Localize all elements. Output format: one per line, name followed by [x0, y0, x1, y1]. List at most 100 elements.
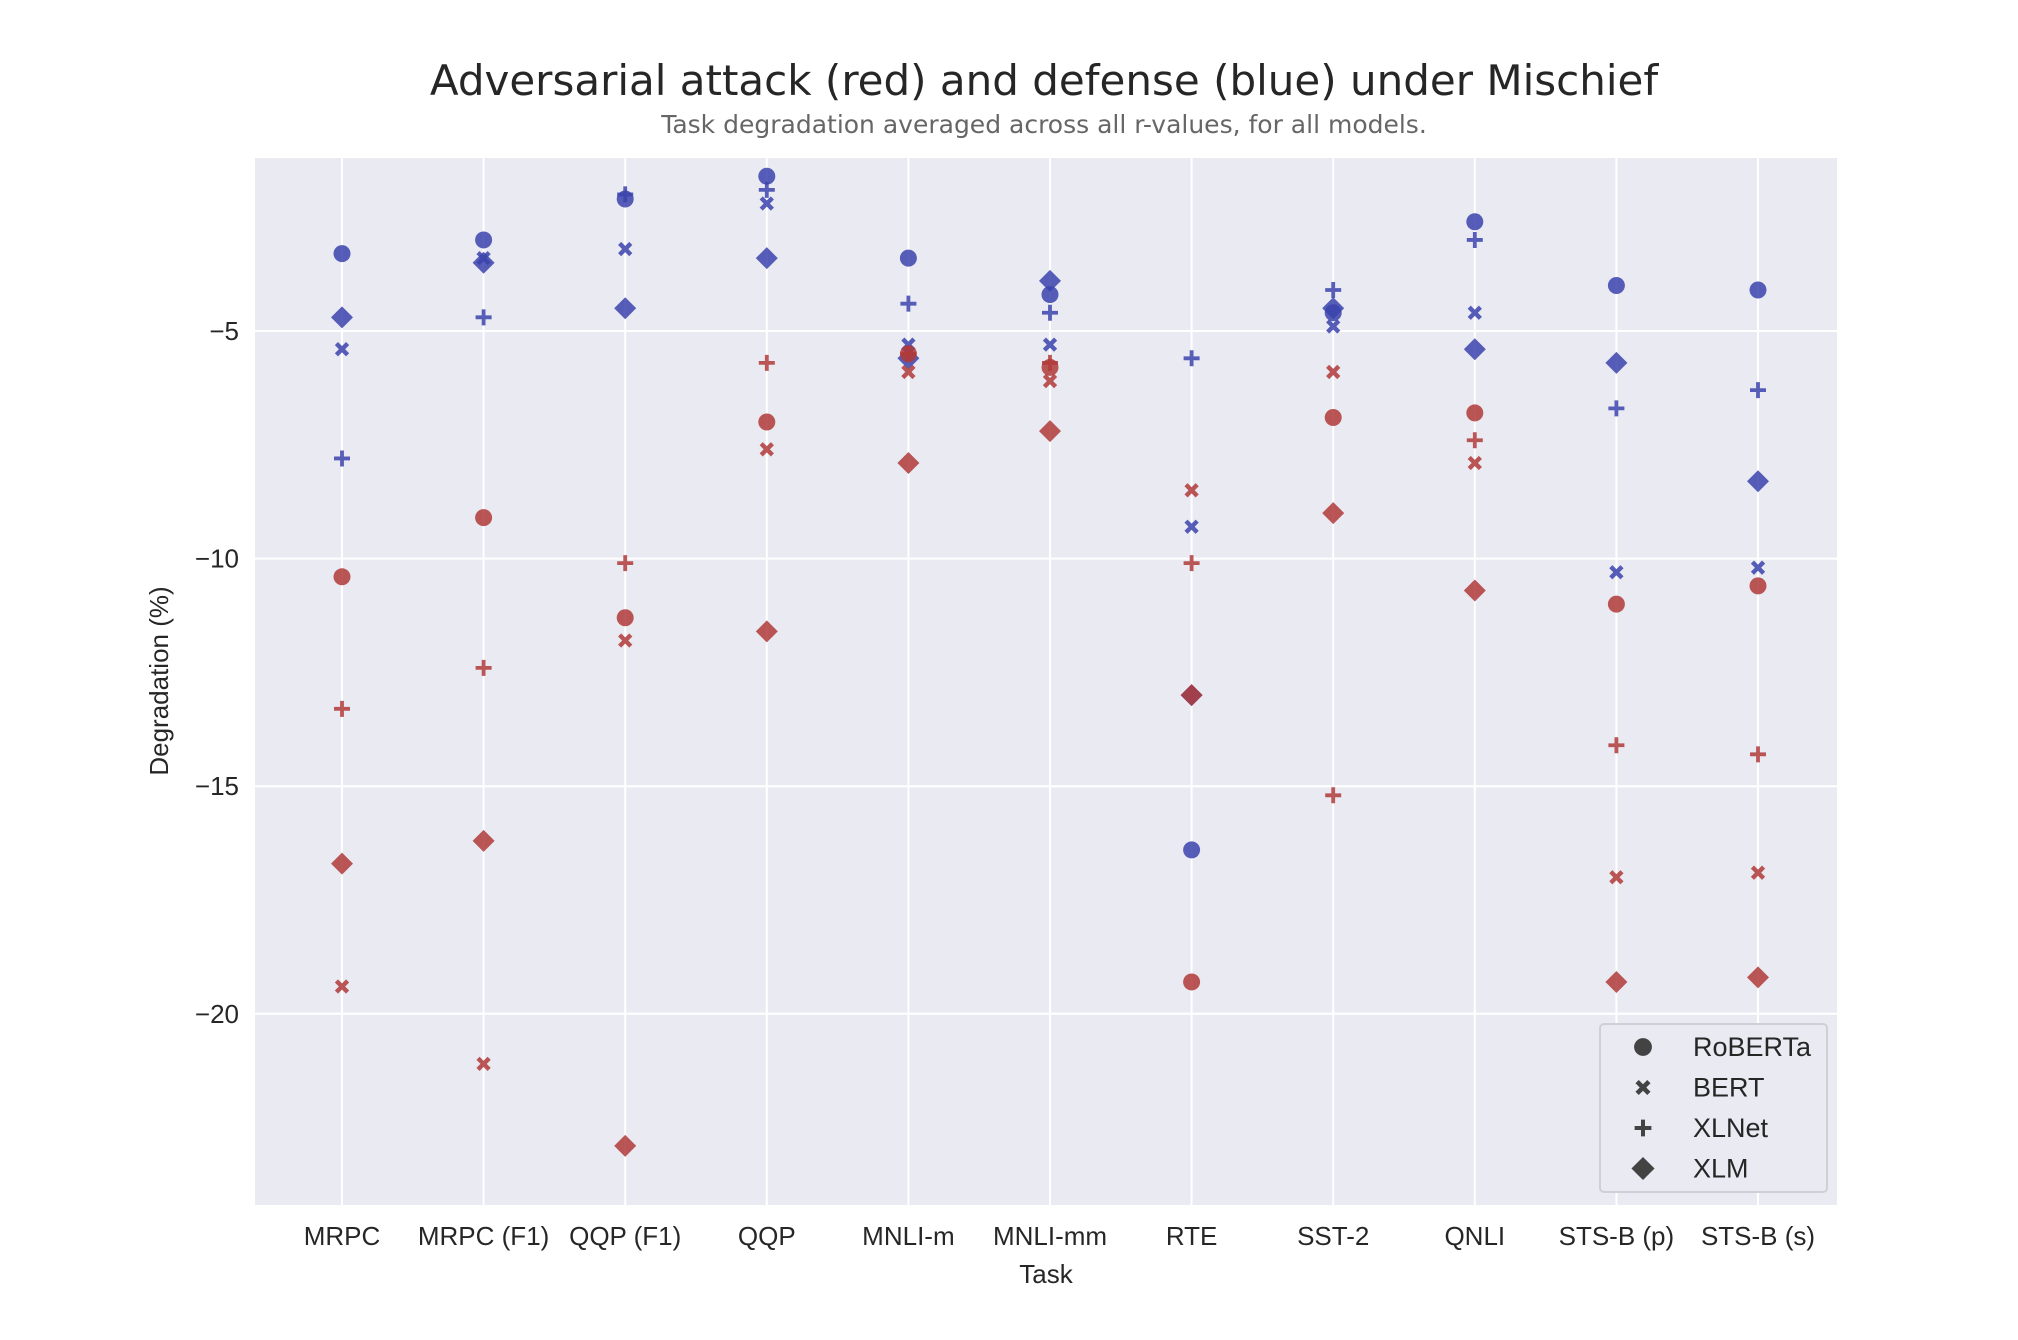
legend-label: BERT — [1693, 1073, 1765, 1103]
chart-subtitle: Task degradation averaged across all r-v… — [660, 110, 1427, 139]
x-tick-label: MRPC — [304, 1221, 381, 1251]
defense-roberta-point — [333, 245, 351, 263]
defense-xlm-point — [1605, 351, 1628, 374]
defense-xlnet-point — [900, 295, 917, 312]
attack-bert-point — [759, 442, 774, 457]
defense-roberta-point — [1041, 286, 1059, 304]
attack-bert-point — [1326, 364, 1341, 380]
chart-title: Adversarial attack (red) and defense (bl… — [430, 56, 1660, 105]
attack-roberta-point — [758, 413, 776, 431]
x-tick-label: MNLI-mm — [993, 1221, 1107, 1251]
attack-xlnet-point — [1183, 555, 1200, 572]
legend-label: XLNet — [1693, 1113, 1769, 1143]
defense-roberta-point — [899, 249, 917, 267]
plot-area — [255, 158, 1837, 1205]
legend-marker-xlnet — [1634, 1119, 1652, 1137]
attack-xlm-point — [897, 451, 920, 474]
attack-xlm-point — [331, 852, 353, 875]
defense-bert-point — [1609, 565, 1624, 580]
attack-roberta-point — [475, 509, 493, 527]
y-axis-label: Degradation (%) — [144, 586, 174, 775]
defense-xlnet-point — [1608, 400, 1625, 417]
attack-bert-point — [1042, 373, 1058, 389]
attack-bert-point — [1467, 455, 1482, 471]
defense-xlm-point — [1747, 470, 1769, 493]
defense-xlnet-point — [334, 450, 350, 467]
x-tick-label: QQP — [738, 1221, 796, 1251]
attack-bert-point — [1184, 483, 1199, 498]
defense-bert-point — [1467, 305, 1482, 320]
defense-xlm-point — [472, 251, 495, 274]
legend: RoBERTa BERT XLNet XLM — [1599, 1023, 1828, 1193]
defense-xlnet-point — [1042, 304, 1058, 321]
legend-label: RoBERTa — [1693, 1032, 1812, 1062]
attack-bert-point — [901, 364, 916, 380]
y-tick-label: −10 — [195, 544, 239, 574]
y-tick-label: −20 — [195, 999, 239, 1029]
attack-roberta-point — [616, 609, 634, 627]
attack-roberta-point — [1324, 408, 1342, 426]
attack-xlnet-point — [475, 659, 492, 676]
attack-bert-point — [618, 633, 633, 648]
attack-roberta-point — [1607, 595, 1625, 613]
defense-xlnet-point — [1750, 382, 1766, 399]
attack-xlm-point — [472, 829, 495, 852]
attack-xlm-point — [1039, 420, 1061, 443]
y-tick-label: −15 — [195, 771, 239, 801]
attack-xlnet-point — [1466, 432, 1483, 449]
defense-bert-point — [618, 241, 633, 257]
attack-xlm-point — [614, 1134, 637, 1157]
attack-bert-point — [1609, 870, 1624, 885]
defense-roberta-point — [1183, 841, 1201, 859]
defense-xlm-point — [755, 247, 778, 270]
grid-lines — [255, 158, 1837, 1205]
attack-roberta-point — [333, 568, 351, 586]
defense-xlm-point — [1039, 269, 1061, 292]
attack-bert-point — [334, 979, 350, 994]
attack-xlm-point — [1180, 684, 1203, 707]
attack-xlm-point — [1463, 579, 1486, 602]
attack-roberta-point — [1749, 577, 1767, 595]
x-tick-label: MNLI-m — [862, 1221, 954, 1251]
defense-roberta-point — [758, 167, 776, 185]
defense-xlnet-point — [758, 181, 775, 198]
defense-xlm-point — [614, 297, 637, 320]
defense-bert-point — [759, 196, 774, 211]
y-tick-labels: −5 −10 −15 −20 — [195, 316, 239, 1029]
defense-bert-point — [1326, 319, 1341, 334]
defense-roberta-point — [1749, 281, 1767, 299]
defense-xlnet-point — [1183, 350, 1200, 367]
attack-roberta-point — [1183, 973, 1201, 991]
defense-xlnet-point — [475, 309, 492, 326]
defense-roberta-point — [1466, 213, 1484, 231]
legend-box — [1599, 1023, 1828, 1193]
x-tick-label: QNLI — [1444, 1221, 1505, 1251]
x-tick-label: MRPC (F1) — [418, 1221, 549, 1251]
x-tick-label: RTE — [1166, 1221, 1218, 1251]
legend-marker-roberta — [1634, 1038, 1652, 1056]
attack-bert-point — [476, 1056, 491, 1072]
x-tick-label: SST-2 — [1297, 1221, 1369, 1251]
x-axis-label: Task — [1019, 1259, 1073, 1289]
attack-xlnet-point — [758, 354, 775, 371]
legend-marker-xlm — [1631, 1156, 1655, 1181]
defense-xlm-point — [1322, 297, 1345, 320]
legend-label: XLM — [1693, 1154, 1749, 1184]
attack-roberta-point — [1466, 404, 1484, 422]
x-tick-label: QQP (F1) — [569, 1221, 681, 1251]
defense-xlm-point — [1463, 338, 1486, 361]
defense-bert-point — [1184, 519, 1199, 534]
attack-xlnet-point — [900, 345, 917, 362]
attack-xlm-point — [1605, 970, 1628, 993]
attack-xlnet-point — [617, 555, 634, 572]
x-tick-label: STS-B (s) — [1701, 1221, 1815, 1251]
defense-roberta-point — [475, 231, 493, 249]
defense-bert-point — [1042, 337, 1058, 352]
data-points — [331, 167, 1769, 1157]
defense-bert-point — [1750, 560, 1766, 575]
attack-xlm-point — [755, 620, 778, 643]
x-tick-labels: MRPC MRPC (F1) QQP (F1) QQP MNLI-m MNLI-mm RTE… — [304, 1221, 1815, 1251]
defense-roberta-point — [1607, 276, 1625, 294]
attack-xlnet-point — [1042, 354, 1058, 371]
defense-xlnet-point — [617, 186, 634, 203]
